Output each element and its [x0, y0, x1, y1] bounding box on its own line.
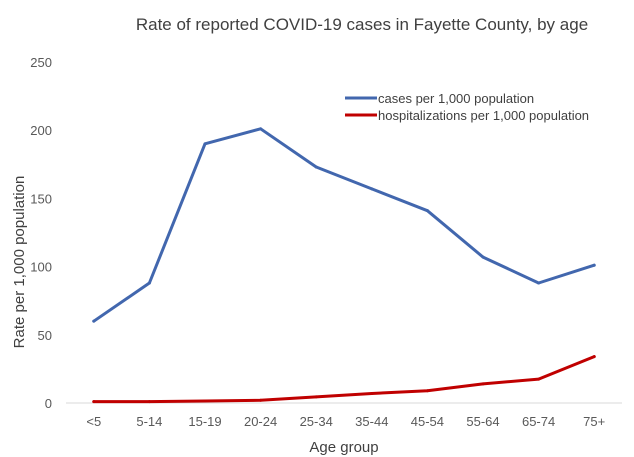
data-point [203, 399, 207, 403]
data-point [537, 377, 541, 381]
y-axis-title: Rate per 1,000 population [11, 176, 28, 349]
data-point [314, 395, 318, 399]
x-tick-label: 5-14 [136, 414, 162, 429]
x-tick-label: <5 [86, 414, 101, 429]
data-point [425, 209, 429, 213]
data-point [592, 263, 596, 267]
series-line-0 [92, 127, 596, 323]
data-point [481, 255, 485, 259]
data-point [92, 319, 96, 323]
data-point [92, 400, 96, 404]
data-point [425, 389, 429, 393]
y-tick-label: 250 [30, 55, 52, 70]
y-tick-label: 100 [30, 260, 52, 275]
y-tick-label: 150 [30, 191, 52, 206]
legend-label-1: hospitalizations per 1,000 population [378, 108, 589, 123]
data-point [147, 281, 151, 285]
x-tick-label: 65-74 [522, 414, 555, 429]
data-point [259, 398, 263, 402]
series-layer [92, 127, 596, 404]
data-point [147, 400, 151, 404]
series-line-1 [92, 355, 596, 404]
data-point [537, 281, 541, 285]
data-point [592, 355, 596, 359]
data-point [370, 187, 374, 191]
data-point [203, 142, 207, 146]
x-tick-label: 35-44 [355, 414, 388, 429]
x-tick-label: 75+ [583, 414, 605, 429]
data-point [259, 127, 263, 131]
y-tick-label: 200 [30, 123, 52, 138]
x-axis-title: Age group [309, 439, 378, 456]
x-axis-ticks: <5 5-14 15-19 20-24 25-34 35-44 45-54 55-64 65-7… [86, 414, 605, 429]
y-tick-label: 50 [38, 328, 52, 343]
legend-label-0: cases per 1,000 population [378, 91, 534, 106]
y-tick-label: 0 [45, 396, 52, 411]
data-point [481, 382, 485, 386]
data-point [314, 165, 318, 169]
legend: cases per 1,000 population hospitalizatio… [345, 91, 589, 123]
x-tick-label: 20-24 [244, 414, 277, 429]
chart-title: Rate of reported COVID-19 cases in Fayet… [136, 15, 588, 34]
y-axis-ticks: 0 50 100 150 200 250 [30, 55, 52, 411]
data-point [370, 391, 374, 395]
x-tick-label: 15-19 [188, 414, 221, 429]
x-tick-label: 45-54 [411, 414, 444, 429]
x-tick-label: 55-64 [466, 414, 499, 429]
x-tick-label: 25-34 [300, 414, 333, 429]
